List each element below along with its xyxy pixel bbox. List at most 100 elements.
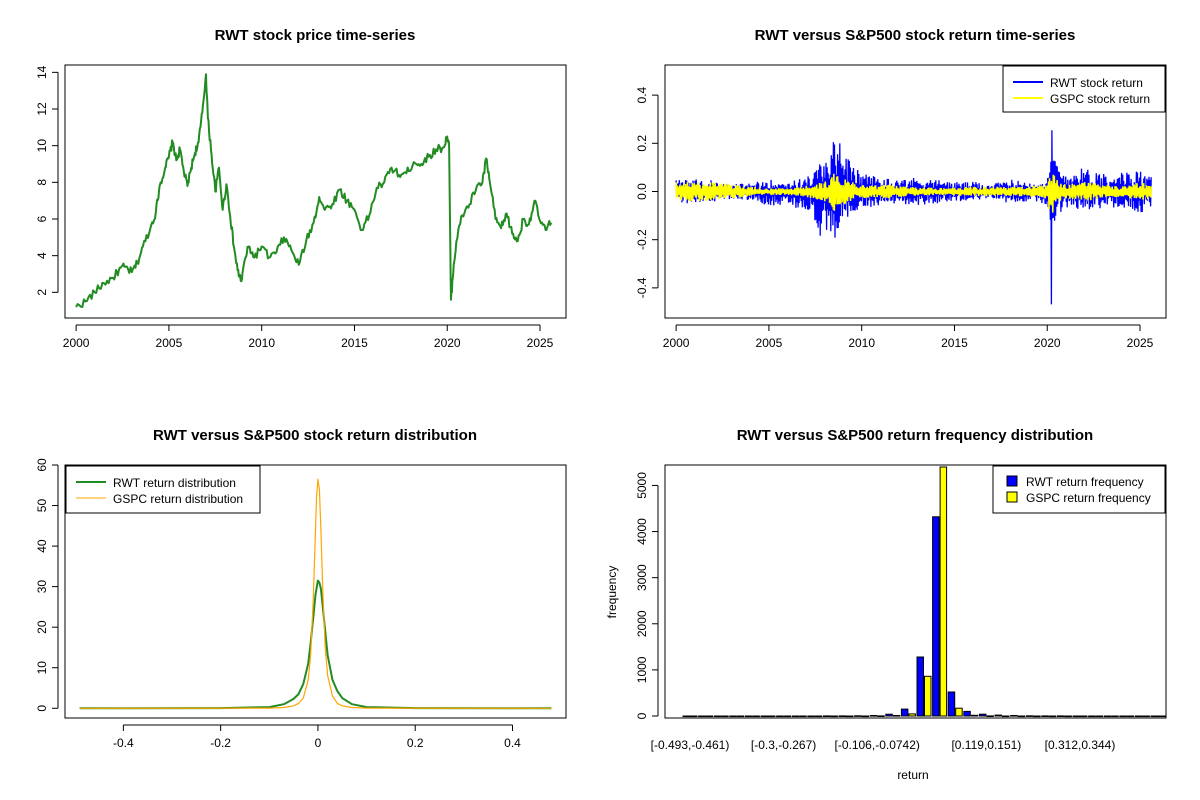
rwt-frequency-bar bbox=[698, 715, 706, 718]
gspc-frequency-bar bbox=[768, 715, 776, 718]
y-tick-label: 10 bbox=[35, 139, 49, 153]
rwt-frequency-bar bbox=[869, 715, 878, 717]
rwt-frequency-bar bbox=[807, 715, 815, 718]
x-tick-label: 2025 bbox=[527, 336, 554, 350]
y-tick-label: -0.2 bbox=[635, 229, 649, 250]
chart-title: RWT versus S&P500 stock return distribut… bbox=[153, 427, 477, 444]
rwt-frequency-bar bbox=[963, 710, 971, 717]
x-tick-label: 2005 bbox=[756, 336, 783, 350]
plot-frame bbox=[64, 464, 567, 719]
x-category-label: [-0.493,-0.461) bbox=[651, 738, 730, 752]
y-tick-label: 4 bbox=[35, 252, 49, 259]
gspc-frequency-bar bbox=[690, 715, 698, 718]
rwt-frequency-bar bbox=[1150, 715, 1158, 718]
rwt-frequency-bar bbox=[1119, 715, 1127, 718]
x-tick-label: 2000 bbox=[663, 336, 690, 350]
y-tick-label: -0.4 bbox=[635, 277, 649, 298]
rwt-frequency-bar bbox=[822, 715, 831, 718]
rwt-frequency-bar bbox=[885, 713, 893, 717]
y-tick-label: 3000 bbox=[635, 564, 649, 591]
plot-frame bbox=[664, 64, 1167, 319]
y-tick-label: 12 bbox=[35, 102, 49, 116]
rwt-frequency-bar bbox=[1088, 715, 1096, 718]
plot-content: 0 1000 2000 3000 4000 5000 [-0.493,-0.461) [-0.… bbox=[635, 466, 1166, 752]
x-tick-label: 2000 bbox=[63, 336, 90, 350]
legend-label-rwt-frequency: RWT return frequency bbox=[1026, 475, 1144, 489]
y-tick-label: 10 bbox=[35, 661, 49, 675]
rwt-frequency-bar bbox=[947, 691, 956, 717]
rwt-frequency-bar bbox=[713, 715, 722, 718]
rwt-frequency-bar bbox=[776, 715, 784, 718]
rwt-frequency-bar bbox=[1041, 715, 1049, 718]
x-axis-label: return bbox=[897, 768, 928, 782]
y-tick-label: 0.0 bbox=[635, 183, 649, 200]
gspc-frequency-bar bbox=[877, 715, 885, 718]
panel-return-timeseries: RWT versus S&P500 stock return time-seri… bbox=[635, 27, 1167, 350]
rwt-frequency-bar bbox=[1103, 715, 1112, 718]
y-axis-label: frequency bbox=[605, 566, 619, 619]
gspc-frequency-bar bbox=[799, 715, 807, 718]
rwt-frequency-bar bbox=[1025, 715, 1034, 717]
y-tick-label: 14 bbox=[35, 65, 49, 79]
y-tick-label: 5000 bbox=[635, 472, 649, 499]
x-tick-label: 0.2 bbox=[407, 736, 424, 750]
y-tick-label: 50 bbox=[35, 499, 49, 513]
y-tick-label: 0.4 bbox=[635, 86, 649, 103]
x-category-label: [-0.106,-0.0742) bbox=[835, 738, 920, 752]
y-tick-label: 2000 bbox=[635, 610, 649, 637]
legend-swatch-gspc-frequency bbox=[1006, 491, 1018, 503]
gspc-frequency-bar bbox=[846, 715, 854, 718]
plot-content: -0.4 -0.2 0 0.2 0.4 0 10 20 30 40 50 60 bbox=[35, 458, 552, 750]
rwt-frequency-bar bbox=[978, 713, 987, 717]
y-tick-label: 0 bbox=[35, 705, 49, 712]
y-tick-label: 8 bbox=[35, 179, 49, 186]
legend-box bbox=[1002, 65, 1166, 113]
panel-return-distribution: RWT versus S&P500 stock return distribut… bbox=[35, 427, 567, 750]
rwt-frequency-bar bbox=[932, 516, 940, 717]
rwt-frequency-bar bbox=[994, 714, 1002, 717]
plot-content: 2000 2005 2010 2015 2020 2025 -0.4 -0.2 0.0 0.2 0.… bbox=[635, 86, 1154, 350]
gspc-frequency-bar bbox=[1080, 715, 1088, 718]
gspc-frequency-bar bbox=[861, 715, 870, 718]
gspc-frequency-bar bbox=[721, 715, 729, 718]
rwt-frequency-bar bbox=[916, 656, 924, 717]
rwt-frequency-bar bbox=[838, 715, 846, 718]
x-tick-label: 2015 bbox=[941, 336, 968, 350]
plot-frame bbox=[664, 464, 1167, 719]
y-tick-label: 4000 bbox=[635, 518, 649, 545]
legend: RWT return frequency GSPC return frequen… bbox=[992, 465, 1166, 514]
rwt-frequency-bar bbox=[854, 715, 862, 717]
legend-box bbox=[992, 465, 1166, 514]
x-category-label: [-0.3,-0.267) bbox=[751, 738, 816, 752]
gspc-frequency-bar bbox=[924, 675, 932, 717]
x-tick-label: 2010 bbox=[248, 336, 275, 350]
gspc-frequency-bar bbox=[1048, 715, 1057, 718]
rwt-frequency-bar bbox=[1072, 715, 1080, 718]
x-tick-label: -0.2 bbox=[210, 736, 231, 750]
y-tick-label: 60 bbox=[35, 458, 49, 472]
price-line bbox=[75, 73, 553, 309]
gspc-frequency-bar bbox=[1002, 715, 1010, 718]
y-tick-label: 20 bbox=[35, 620, 49, 634]
gspc-frequency-bar bbox=[814, 715, 823, 718]
y-tick-label: 0.2 bbox=[635, 135, 649, 152]
rwt-frequency-bar bbox=[791, 715, 800, 718]
x-tick-label: 2020 bbox=[434, 336, 461, 350]
gspc-frequency-bar bbox=[986, 715, 994, 718]
y-tick-label: 6 bbox=[35, 215, 49, 222]
x-tick-label: -0.4 bbox=[113, 736, 134, 750]
y-tick-label: 40 bbox=[35, 539, 49, 553]
chart-title: RWT versus S&P500 return frequency distr… bbox=[737, 427, 1093, 444]
y-tick-label: 30 bbox=[35, 580, 49, 594]
y-tick-label: 0 bbox=[635, 712, 649, 719]
gspc-frequency-bar bbox=[1033, 715, 1041, 718]
gspc-frequency-bar bbox=[830, 715, 838, 718]
legend: RWT return distribution GSPC return dist… bbox=[65, 465, 261, 514]
gspc-frequency-bar bbox=[752, 715, 760, 718]
x-tick-label: 2025 bbox=[1127, 336, 1154, 350]
x-category-label: [0.119,0.151) bbox=[951, 738, 1021, 752]
x-tick-label: 2020 bbox=[1034, 336, 1061, 350]
gspc-frequency-bar bbox=[1017, 715, 1026, 718]
